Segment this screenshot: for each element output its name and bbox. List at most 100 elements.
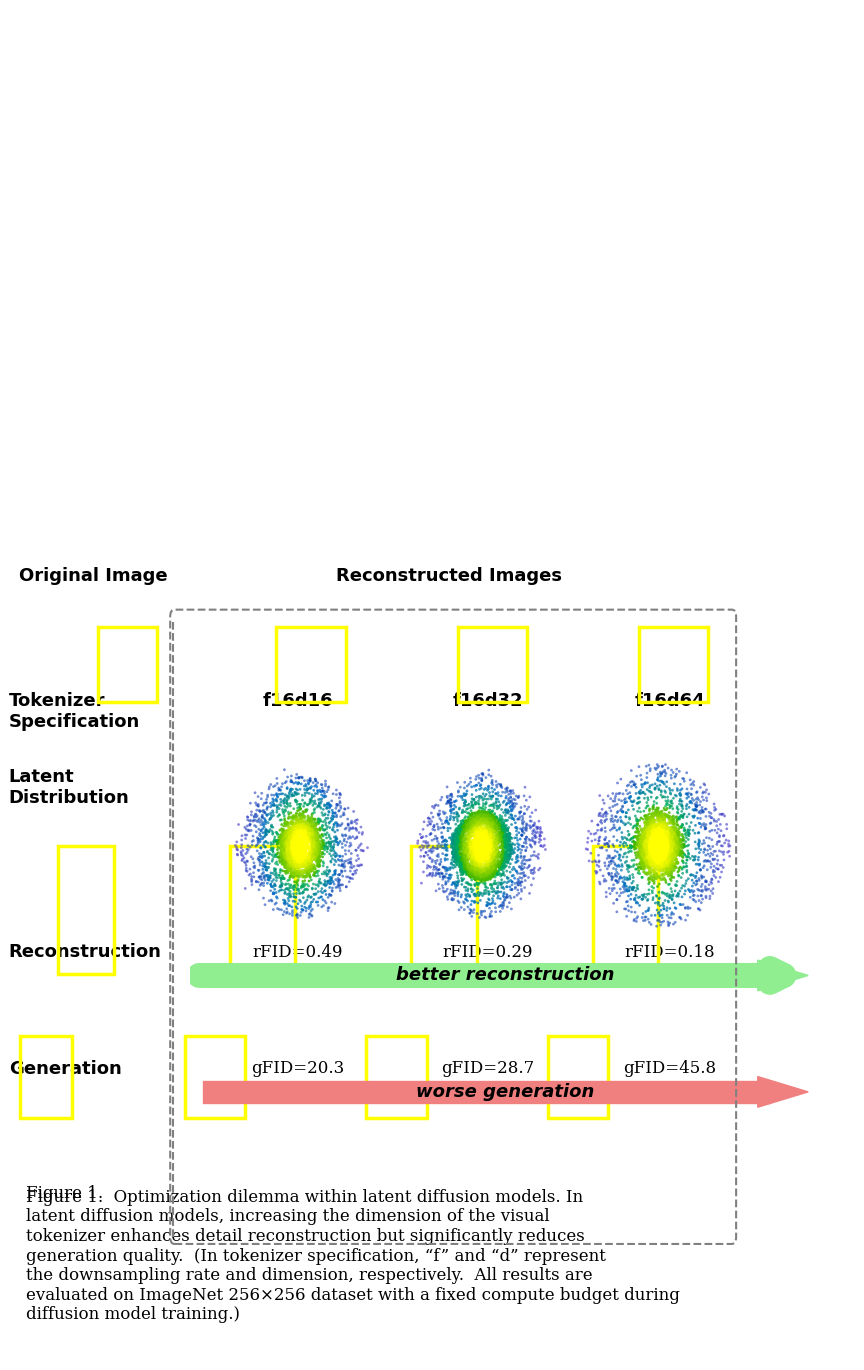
Point	[451, 838, 465, 860]
Point	[479, 862, 492, 884]
Point	[306, 843, 320, 864]
Point	[651, 892, 665, 914]
Point	[429, 856, 443, 878]
Point	[428, 819, 442, 841]
Point	[445, 836, 459, 858]
Point	[670, 837, 684, 859]
Point	[289, 896, 303, 918]
Point	[447, 829, 461, 851]
Point	[281, 785, 295, 807]
Point	[249, 871, 263, 893]
Point	[519, 830, 533, 852]
Point	[513, 873, 527, 895]
Point	[299, 799, 313, 821]
Point	[488, 803, 502, 825]
Point	[639, 823, 653, 845]
Point	[684, 784, 698, 806]
Point	[643, 852, 657, 874]
Point	[599, 821, 613, 843]
Point	[451, 871, 465, 893]
Point	[638, 847, 652, 869]
Point	[663, 823, 677, 845]
Point	[505, 795, 519, 817]
Point	[452, 851, 466, 873]
Point	[648, 851, 662, 873]
Point	[619, 792, 632, 814]
Point	[671, 821, 685, 843]
Point	[288, 849, 302, 871]
Point	[251, 795, 264, 817]
Point	[663, 885, 677, 907]
Point	[658, 847, 672, 869]
Point	[471, 837, 485, 859]
Point	[667, 773, 681, 795]
Point	[283, 843, 296, 864]
Point	[647, 815, 661, 837]
Point	[447, 851, 461, 873]
Point	[295, 847, 308, 869]
Point	[619, 812, 632, 834]
Point	[624, 836, 638, 858]
Point	[460, 855, 473, 877]
Point	[293, 856, 307, 878]
Point	[304, 789, 318, 811]
Point	[462, 862, 476, 884]
Point	[295, 830, 309, 852]
Point	[664, 841, 678, 863]
Point	[456, 862, 470, 884]
Point	[481, 858, 495, 880]
Point	[288, 821, 302, 843]
Point	[642, 822, 656, 844]
Point	[639, 825, 653, 847]
Point	[450, 854, 464, 875]
Point	[492, 862, 505, 884]
Point	[317, 781, 331, 803]
Point	[467, 844, 480, 866]
Point	[627, 836, 641, 858]
Point	[447, 826, 461, 848]
Point	[492, 854, 505, 875]
Point	[455, 819, 469, 841]
Point	[303, 821, 317, 843]
Point	[646, 821, 660, 843]
Point	[515, 810, 529, 832]
Point	[449, 806, 463, 827]
Point	[468, 826, 482, 848]
Point	[304, 845, 318, 867]
Point	[457, 845, 471, 867]
Point	[320, 833, 334, 855]
Point	[626, 877, 640, 899]
Point	[643, 818, 657, 840]
Point	[447, 826, 461, 848]
Point	[480, 864, 493, 886]
Point	[636, 827, 650, 849]
Point	[255, 851, 269, 873]
Point	[304, 827, 318, 849]
Point	[665, 807, 679, 829]
Point	[719, 829, 733, 851]
Point	[642, 882, 656, 904]
Point	[471, 825, 485, 847]
Point	[453, 797, 467, 819]
Point	[289, 852, 302, 874]
Point	[665, 866, 679, 888]
Point	[292, 819, 306, 841]
Point	[472, 811, 486, 833]
Point	[636, 825, 650, 847]
Point	[333, 815, 346, 837]
Point	[669, 822, 683, 844]
Point	[451, 834, 465, 856]
Point	[619, 806, 633, 827]
Point	[666, 885, 680, 907]
Point	[439, 834, 453, 856]
Point	[296, 815, 310, 837]
Point	[626, 870, 640, 892]
Point	[634, 851, 648, 873]
Point	[292, 849, 306, 871]
Point	[702, 834, 715, 856]
Point	[324, 851, 338, 873]
Point	[475, 817, 489, 838]
Point	[662, 833, 676, 855]
Point	[458, 792, 472, 814]
Point	[640, 819, 654, 841]
